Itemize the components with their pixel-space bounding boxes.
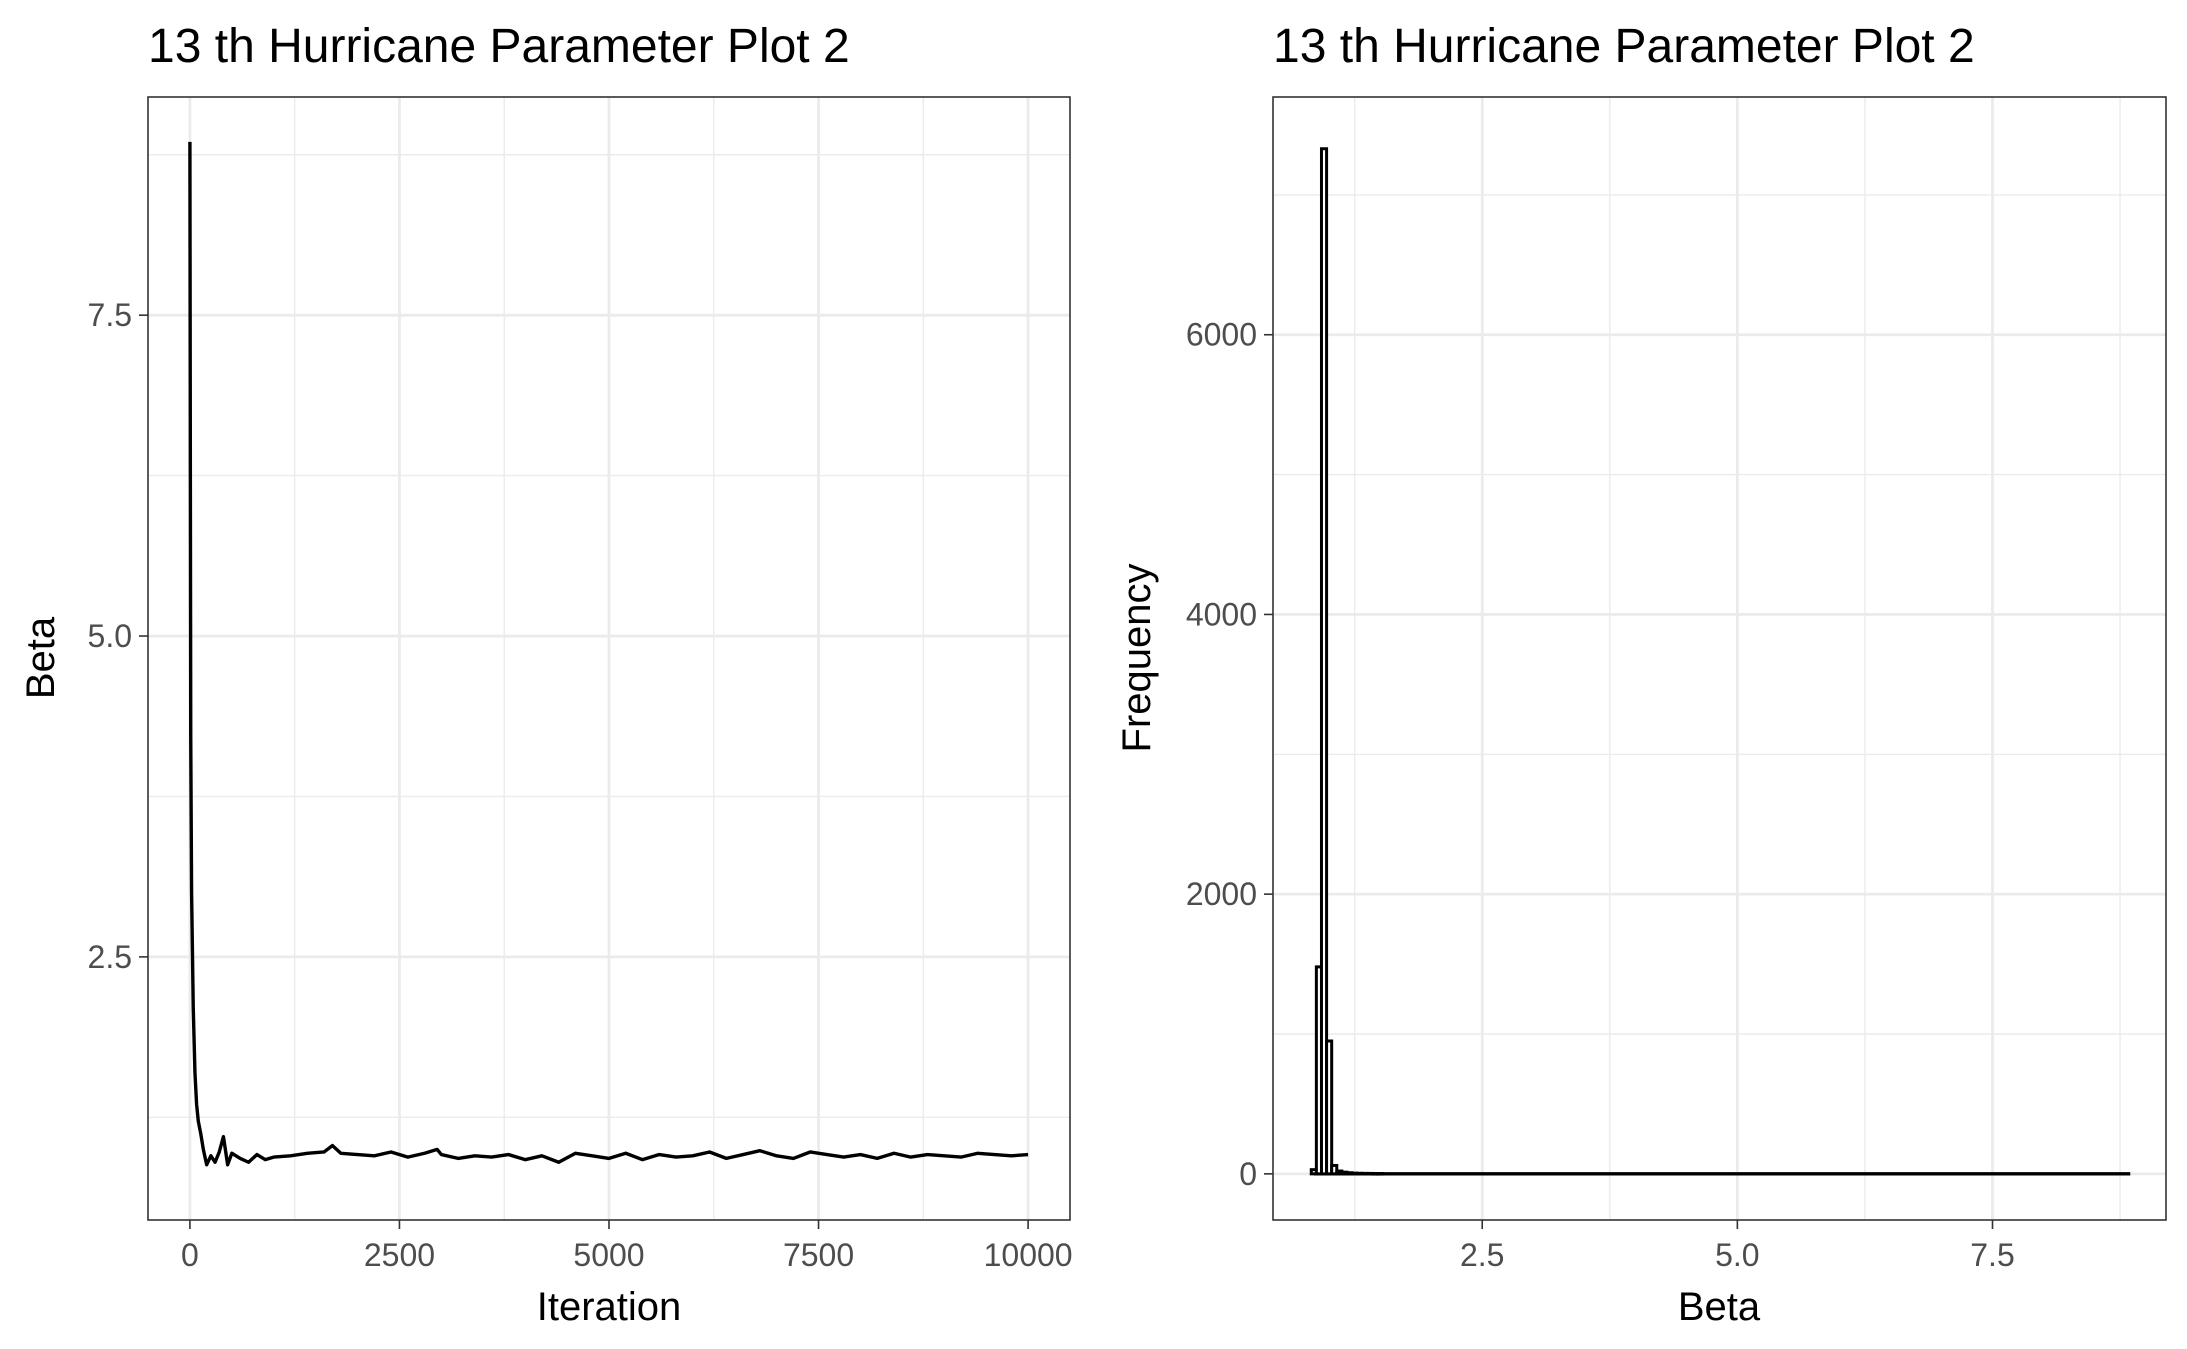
trace-plot-x-tick-label: 0	[181, 1237, 199, 1273]
trace-plot-x-tick-label: 2500	[364, 1237, 435, 1273]
histogram-border	[1272, 96, 2167, 1221]
histogram-panel: 13 th Hurricane Parameter Plot 2 2.5 5.0 7…	[1115, 20, 2167, 1329]
histogram-y-axis: 0 2000 4000 6000	[1186, 317, 1273, 1192]
trace-plot-x-tick-label: 10000	[984, 1237, 1073, 1273]
histogram-title: 13 th Hurricane Parameter Plot 2	[1273, 20, 1975, 73]
histogram-bar	[1325, 1039, 1334, 1176]
trace-plot-y-tick-label: 7.5	[88, 297, 132, 333]
trace-plot-y-tick-label: 2.5	[88, 939, 132, 975]
histogram-bars	[1309, 147, 2131, 1176]
histogram-y-tick-label: 0	[1239, 1156, 1257, 1192]
trace-plot-y-axis-title: Beta	[19, 616, 63, 699]
trace-plot-y-axis: 2.5 5.0 7.5	[88, 297, 148, 975]
histogram-gridlines	[1273, 97, 2166, 1220]
trace-line-0	[188, 141, 1029, 1167]
histogram-y-tick-label: 6000	[1186, 317, 1257, 353]
trace-plot-area	[147, 96, 1071, 1221]
histogram-x-axis-title: Beta	[1678, 1285, 1761, 1329]
histogram-y-tick-label: 2000	[1186, 876, 1257, 912]
trace-plot-x-axis-title: Iteration	[537, 1285, 682, 1329]
trace-plot-gridlines	[148, 97, 1070, 1220]
histogram-bar	[1319, 147, 1329, 1176]
histogram-plot-area	[1272, 96, 2167, 1221]
trace-plot-x-axis: 0 2500 5000 7500 10000	[181, 1220, 1073, 1273]
histogram-x-axis: 2.5 5.0 7.5	[1460, 1220, 2015, 1273]
histogram-y-tick-label: 4000	[1186, 596, 1257, 632]
trace-plot-x-tick-label: 5000	[573, 1237, 644, 1273]
histogram-x-tick-label: 7.5	[1970, 1237, 2014, 1273]
histogram-background	[1273, 97, 2166, 1220]
histogram-bar	[1376, 1172, 1385, 1176]
histogram-y-axis-title: Frequency	[1115, 564, 1159, 753]
trace-plot-x-tick-label: 7500	[783, 1237, 854, 1273]
trace-plot-y-tick-label: 5.0	[88, 618, 132, 654]
histogram-x-tick-label: 5.0	[1715, 1237, 1759, 1273]
trace-plot-title: 13 th Hurricane Parameter Plot 2	[148, 20, 850, 73]
histogram-x-tick-label: 2.5	[1460, 1237, 1504, 1273]
trace-plot-panel: 13 th Hurricane Parameter Plot 2 0 2500 50…	[19, 20, 1073, 1329]
trace-plot-series	[188, 141, 1029, 1167]
